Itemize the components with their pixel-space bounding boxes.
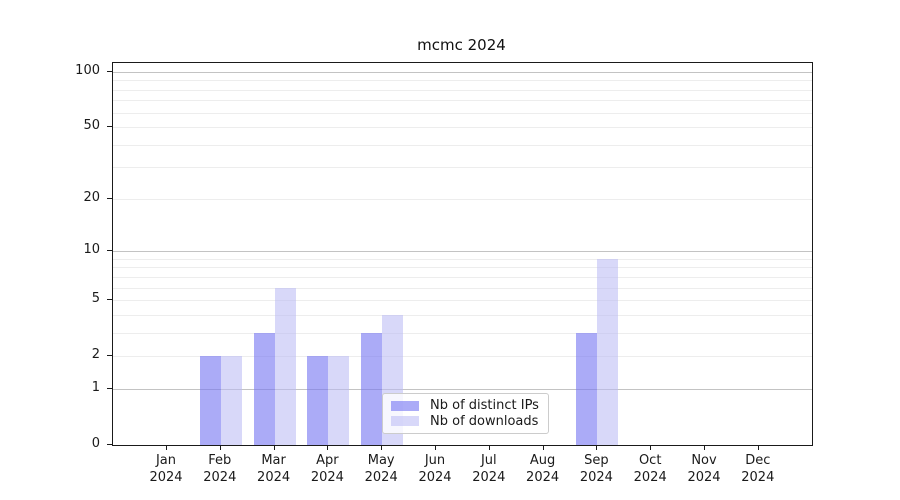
- y-tick-mark: [107, 444, 112, 445]
- y-tick-mark: [107, 387, 112, 389]
- x-tick-label: May 2024: [349, 452, 413, 486]
- y-tick-label: 20: [83, 189, 100, 205]
- x-tick-mark: [327, 445, 329, 450]
- bar-distinct-ips: [199, 356, 221, 445]
- gridline-major: [113, 251, 812, 253]
- gridline-minor: [113, 167, 812, 169]
- gridline-minor: [113, 144, 812, 146]
- legend-swatch-distinct-ips: [391, 400, 419, 411]
- gridline-minor: [113, 332, 812, 334]
- legend-item-downloads: Nb of downloads: [391, 414, 540, 429]
- gridline-major: [113, 388, 812, 390]
- y-tick-label: 1: [91, 379, 100, 395]
- y-tick-label: 5: [91, 291, 100, 307]
- y-tick-mark: [107, 126, 112, 128]
- legend-label-downloads: Nb of downloads: [430, 413, 539, 429]
- gridline-major: [113, 71, 812, 73]
- x-tick-label: Mar 2024: [242, 452, 306, 486]
- x-tick-label-year: 2024: [579, 470, 613, 485]
- y-tick-label: 10: [83, 242, 100, 258]
- gridline-minor: [113, 300, 812, 302]
- x-tick-mark: [435, 445, 436, 450]
- gridline-minor: [113, 198, 812, 200]
- legend-swatch-downloads: [391, 416, 419, 427]
- bar-distinct-ips: [576, 332, 598, 445]
- gridline-minor: [113, 287, 812, 289]
- y-tick-label: 2: [91, 347, 100, 363]
- gridline-minor: [113, 80, 812, 82]
- gridline-minor: [113, 276, 812, 278]
- x-tick-label-year: 2024: [257, 470, 291, 485]
- x-tick-mark: [166, 445, 167, 450]
- chart-title: mcmc 2024: [417, 36, 506, 54]
- gridline-minor: [113, 314, 812, 316]
- x-tick-mark: [704, 445, 705, 450]
- gridline-minor: [113, 89, 812, 91]
- bar-downloads: [274, 287, 296, 445]
- x-tick-mark: [381, 445, 383, 450]
- x-tick-label-year: 2024: [741, 470, 775, 485]
- x-tick-label-year: 2024: [526, 470, 560, 485]
- bar-distinct-ips: [307, 356, 329, 445]
- x-tick-label: Sep 2024: [564, 452, 628, 486]
- legend-label-distinct-ips: Nb of distinct IPs: [430, 398, 539, 414]
- bar-distinct-ips: [361, 332, 383, 445]
- x-tick-label: Jun 2024: [403, 452, 467, 486]
- bar-downloads: [328, 356, 350, 445]
- x-tick-mark: [596, 445, 598, 450]
- y-tick-mark: [107, 70, 112, 72]
- gridline-minor: [113, 112, 812, 114]
- x-tick-label: Aug 2024: [511, 452, 575, 486]
- x-tick-label-year: 2024: [310, 470, 344, 485]
- bar-downloads: [220, 356, 242, 445]
- bar-downloads: [597, 258, 619, 445]
- y-tick-mark: [107, 250, 112, 252]
- gridline-minor: [113, 356, 812, 358]
- y-tick-mark: [107, 355, 112, 357]
- gridline-minor: [113, 100, 812, 102]
- x-tick-label-year: 2024: [633, 470, 667, 485]
- x-tick-mark: [650, 445, 652, 450]
- plot-area: Nb of distinct IPs Nb of downloads: [112, 62, 813, 446]
- x-tick-label: Feb 2024: [188, 452, 252, 486]
- y-tick-mark: [107, 197, 112, 199]
- x-tick-mark: [273, 445, 275, 450]
- x-tick-label: Jan 2024: [134, 452, 198, 486]
- x-tick-label: Apr 2024: [295, 452, 359, 486]
- x-tick-label-year: 2024: [364, 470, 398, 485]
- legend: Nb of distinct IPs Nb of downloads: [382, 393, 549, 434]
- x-tick-mark: [542, 445, 544, 450]
- x-tick-label: Dec 2024: [726, 452, 790, 486]
- x-tick-mark: [488, 445, 490, 450]
- y-tick-label: 50: [83, 118, 100, 134]
- x-tick-label-year: 2024: [149, 470, 183, 485]
- y-tick-label: 100: [75, 62, 100, 78]
- x-tick-mark: [757, 445, 759, 450]
- gridline-minor: [113, 267, 812, 269]
- y-tick-label: 0: [91, 436, 100, 451]
- x-tick-label-year: 2024: [203, 470, 237, 485]
- bar-distinct-ips: [253, 332, 275, 445]
- legend-item-distinct-ips: Nb of distinct IPs: [391, 398, 540, 413]
- x-tick-label-year: 2024: [472, 470, 506, 485]
- x-tick-mark: [219, 445, 221, 450]
- x-tick-label: Oct 2024: [618, 452, 682, 486]
- x-tick-label: Jul 2024: [457, 452, 521, 486]
- x-tick-label: Nov 2024: [672, 452, 736, 486]
- y-tick-mark: [107, 299, 112, 301]
- gridline-minor: [113, 127, 812, 129]
- x-tick-label-year: 2024: [687, 470, 721, 485]
- x-tick-label-year: 2024: [418, 470, 452, 485]
- gridline-minor: [113, 258, 812, 260]
